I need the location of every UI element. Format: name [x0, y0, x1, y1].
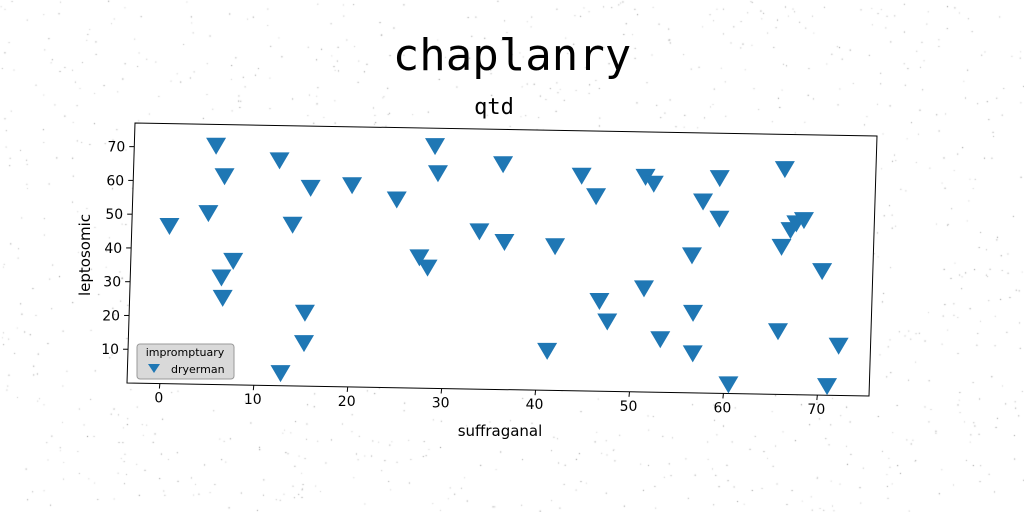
x-tick-label: 50: [620, 399, 638, 415]
x-tick-mark: [346, 386, 349, 392]
data-point: [537, 342, 558, 360]
data-point: [282, 216, 303, 234]
data-point: [681, 247, 702, 265]
data-point: [159, 217, 180, 235]
x-tick-mark: [534, 390, 537, 396]
data-point: [386, 191, 407, 209]
data-point: [589, 293, 610, 311]
x-tick-label: 70: [807, 402, 825, 418]
data-point: [793, 212, 814, 230]
data-point: [342, 177, 363, 195]
y-axis-label: leptosomic: [76, 214, 94, 296]
data-point: [427, 165, 448, 183]
data-point: [709, 210, 730, 228]
figure-suptitle: chaplanry: [392, 30, 632, 81]
legend-box: [136, 343, 235, 380]
y-tick-label: 40: [104, 241, 122, 257]
data-point: [643, 175, 664, 193]
x-tick-mark: [628, 391, 630, 397]
plot-area: [126, 122, 878, 397]
y-tick-label: 60: [106, 173, 124, 189]
data-point: [270, 365, 291, 383]
data-point: [214, 168, 235, 186]
data-point: [771, 238, 792, 256]
data-point: [545, 238, 566, 256]
data-point: [425, 138, 446, 156]
chart-title: qtd: [0, 94, 1024, 122]
plot-border: [126, 122, 878, 397]
y-tick-label: 30: [103, 275, 121, 291]
data-point: [293, 335, 314, 353]
data-point: [774, 161, 795, 179]
data-point: [812, 263, 833, 281]
x-axis-label: suffraganal: [458, 422, 543, 440]
data-point: [212, 289, 233, 307]
x-tick-label: 60: [714, 400, 732, 416]
y-tick-label: 20: [102, 308, 120, 324]
data-point: [828, 337, 849, 355]
data-point: [597, 313, 618, 331]
data-point: [211, 269, 232, 287]
data-point: [693, 193, 714, 211]
y-axis-ticks: 10 20 30 40 50 60 70: [101, 140, 135, 358]
chart-title-text: qtd: [474, 95, 514, 120]
legend: impromptuary dryerman: [136, 343, 235, 380]
data-point: [417, 259, 438, 277]
x-tick-mark: [816, 395, 818, 401]
data-point: [494, 233, 515, 251]
data-point: [709, 170, 730, 188]
x-tick-mark: [722, 393, 724, 399]
x-tick-label: 0: [154, 391, 163, 407]
data-point: [586, 188, 607, 206]
data-point: [269, 152, 290, 170]
x-tick-label: 40: [526, 397, 544, 413]
x-tick-label: 30: [432, 396, 450, 412]
data-point: [469, 223, 490, 241]
data-point: [198, 205, 219, 223]
data-point: [223, 252, 244, 270]
data-point: [718, 376, 739, 394]
data-point: [493, 156, 514, 174]
data-point: [294, 304, 315, 322]
data-point: [409, 249, 430, 267]
x-tick-label: 20: [338, 394, 356, 410]
y-tick-label: 50: [105, 207, 123, 223]
data-point: [633, 280, 654, 298]
x-tick-label: 10: [244, 392, 262, 408]
x-tick-mark: [252, 385, 255, 391]
x-axis-ticks: 0 10 20 30 40 50 60 70: [154, 383, 825, 418]
data-point: [683, 304, 704, 322]
data-point: [300, 179, 321, 197]
x-tick-mark: [440, 388, 443, 394]
data-point: [817, 378, 838, 396]
legend-entry-label: dryerman: [171, 363, 225, 376]
data-points: [159, 137, 849, 396]
x-tick-mark: [158, 383, 161, 389]
data-point: [650, 331, 671, 349]
data-point: [571, 167, 592, 185]
y-tick-label: 70: [107, 140, 125, 156]
data-point: [767, 323, 788, 341]
y-tick-label: 10: [101, 342, 119, 358]
data-point: [682, 345, 703, 363]
legend-marker: [148, 364, 160, 373]
data-point: [206, 137, 227, 155]
legend-title: impromptuary: [146, 346, 225, 359]
